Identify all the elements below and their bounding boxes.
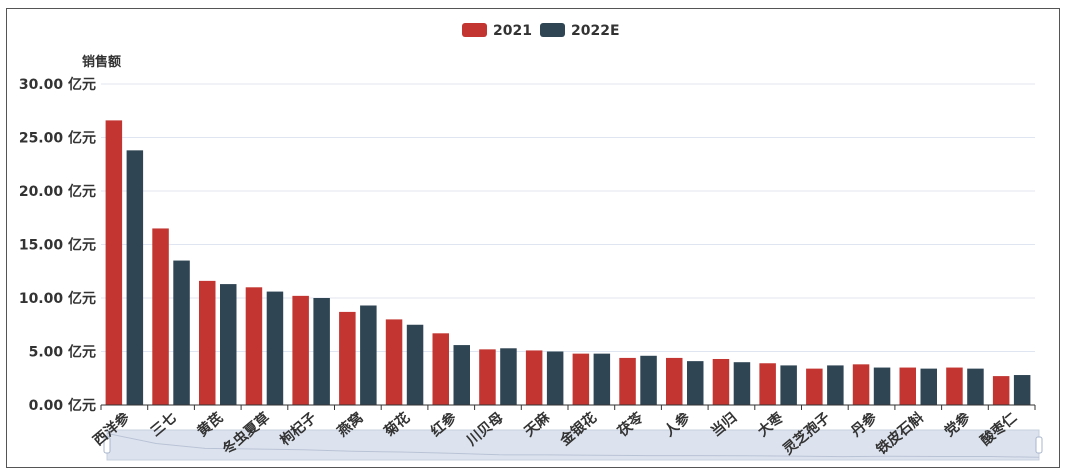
bar-2022E	[406, 324, 424, 405]
bar-2021	[666, 357, 683, 405]
bar-2022E	[173, 260, 190, 405]
bar-2021	[432, 333, 449, 405]
bar-2022E	[920, 368, 937, 405]
bar-2022E	[780, 365, 797, 405]
bar-2022E	[733, 362, 751, 405]
y-tick-label: 0.00 亿元	[29, 397, 96, 414]
bar-2022E	[313, 298, 330, 405]
legend-swatch	[540, 23, 565, 37]
datazoom-preview-line	[106, 432, 1040, 458]
x-axis	[100, 404, 1036, 410]
y-tick-label: 5.00 亿元	[29, 344, 96, 361]
bar-2021	[199, 280, 216, 405]
legend-item-2022E[interactable]: 2022E	[540, 23, 620, 39]
bar-2021	[852, 364, 870, 405]
datazoom-handle-right[interactable]	[1035, 436, 1043, 454]
bar-2021	[339, 311, 356, 405]
y-axis-title: 销售额	[82, 54, 121, 70]
bar-2021	[712, 358, 730, 405]
legend-item-2021[interactable]: 2021	[462, 23, 532, 39]
bar-2021	[152, 228, 169, 405]
bar-2021	[759, 363, 776, 405]
bar-2021	[479, 349, 496, 405]
y-tick-label: 15.00 亿元	[19, 237, 96, 254]
legend-label: 2021	[493, 23, 532, 39]
gridlines	[101, 83, 1035, 406]
bar-2021	[385, 319, 403, 405]
bar-2021	[572, 353, 590, 405]
y-tick-label: 30.00 亿元	[19, 76, 96, 93]
bar-2021	[806, 368, 823, 405]
bar-2021	[992, 376, 1010, 405]
bar-2022E	[546, 351, 564, 405]
datazoom-slider[interactable]	[103, 429, 1043, 461]
legend-label: 2022E	[571, 23, 620, 39]
legend-swatch	[462, 23, 487, 37]
bar-2022E	[1013, 375, 1031, 405]
bar-2021	[619, 357, 636, 405]
datazoom-handle-left[interactable]	[103, 436, 111, 454]
bar-2022E	[500, 348, 517, 405]
legend[interactable]: 2021 2022E	[462, 23, 620, 39]
bar-2022E	[360, 305, 377, 405]
y-axis-ticks: 0.00 亿元 5.00 亿元 10.00 亿元 15.00 亿元 20.00 亿元 25…	[19, 76, 96, 414]
bar-2022E	[687, 361, 704, 405]
bar-2022E	[640, 355, 657, 405]
y-tick-label: 25.00 亿元	[19, 130, 96, 147]
bar-2021	[292, 295, 309, 405]
bar-2022E	[873, 367, 891, 405]
bars	[105, 120, 1031, 405]
bar-2022E	[593, 353, 611, 405]
bar-2022E	[126, 150, 144, 405]
bar-2022E	[827, 365, 844, 405]
bar-2021	[946, 367, 963, 405]
y-tick-label: 20.00 亿元	[19, 183, 96, 200]
bar-2021	[105, 120, 123, 405]
bar-2021	[899, 367, 916, 405]
bar-2022E	[453, 345, 470, 405]
bar-2021	[525, 350, 543, 405]
bar-2022E	[220, 284, 237, 405]
bar-2021	[245, 287, 263, 405]
bar-2022E	[266, 291, 284, 405]
bar-2022E	[967, 368, 984, 405]
y-tick-label: 10.00 亿元	[19, 290, 96, 307]
